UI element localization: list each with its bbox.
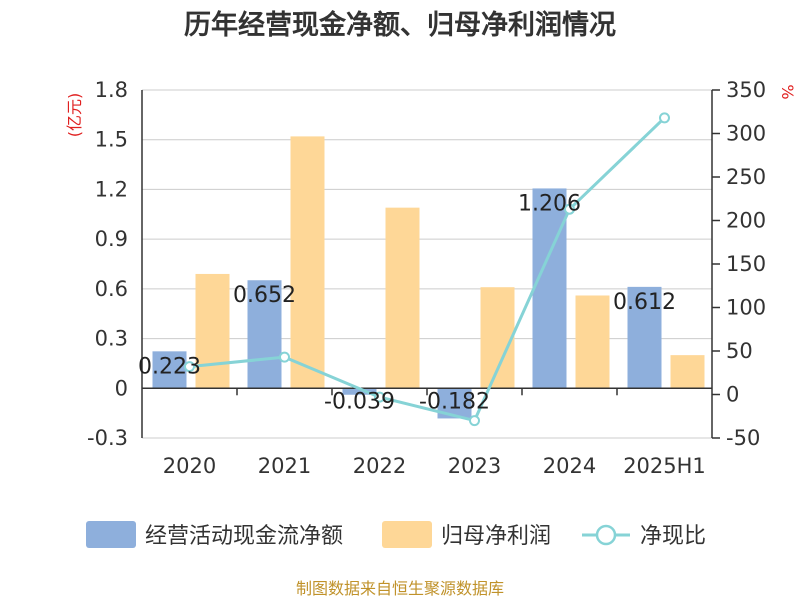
left-tick-label: 0 bbox=[115, 376, 128, 400]
bar-cashflow bbox=[627, 286, 662, 389]
ratio-line bbox=[184, 112, 670, 427]
right-tick-label: -50 bbox=[726, 426, 760, 450]
legend: 经营活动现金流净额 归母净利润 净现比 bbox=[86, 521, 706, 549]
source-note: 制图数据来自恒生聚源数据库 bbox=[296, 579, 504, 598]
bar-cashflow bbox=[532, 188, 567, 389]
left-tick-label: -0.3 bbox=[87, 426, 128, 450]
legend-label-profit: 归母净利润 bbox=[441, 524, 551, 549]
right-tick-label: 350 bbox=[726, 78, 766, 102]
ratio-point bbox=[564, 203, 575, 215]
x-tick-label: 2025H1 bbox=[623, 454, 706, 478]
left-tick-label: 1.5 bbox=[95, 128, 128, 152]
data-label-cashflow: 0.612 bbox=[613, 290, 676, 315]
bar-cashflow bbox=[342, 388, 377, 395]
x-tick-label: 2020 bbox=[163, 454, 216, 478]
right-tick-label: 150 bbox=[726, 252, 766, 276]
left-tick-label: 0.3 bbox=[95, 327, 128, 351]
ratio-point bbox=[184, 361, 195, 373]
right-axis-unit: % bbox=[778, 84, 797, 99]
right-tick-label: 100 bbox=[726, 296, 766, 320]
ratio-point bbox=[469, 415, 480, 427]
bar-cashflow bbox=[152, 351, 187, 389]
left-tick-label: 0.9 bbox=[95, 227, 128, 251]
ratio-point bbox=[659, 112, 670, 124]
data-labels: 0.223 0.652 -0.039 -0.182 1.206 0.612 bbox=[138, 191, 676, 414]
data-label-cashflow: 0.652 bbox=[233, 283, 296, 308]
left-tick-label: 0.6 bbox=[95, 277, 128, 301]
x-tick-label: 2023 bbox=[448, 454, 501, 478]
data-label-cashflow: 0.223 bbox=[138, 354, 201, 379]
bar-cashflow bbox=[247, 280, 282, 389]
left-tick-label: 1.8 bbox=[95, 78, 128, 102]
axes: 1.8 1.5 1.2 0.9 0.6 0.3 0 -0.3 350 300 250 200 150 10… bbox=[87, 78, 766, 478]
bar-profit bbox=[195, 273, 230, 389]
ratio-point bbox=[374, 391, 385, 403]
right-tick-label: 250 bbox=[726, 165, 766, 189]
data-label-cashflow: -0.039 bbox=[324, 389, 395, 414]
bar-profit bbox=[385, 207, 420, 389]
right-tick-label: 200 bbox=[726, 209, 766, 233]
legend-label-cashflow: 经营活动现金流净额 bbox=[145, 524, 343, 549]
x-tick-label: 2024 bbox=[543, 454, 596, 478]
left-tick-label: 1.2 bbox=[95, 177, 128, 201]
legend-swatch-profit bbox=[382, 521, 432, 548]
legend-marker-ratio bbox=[595, 524, 617, 546]
left-axis-unit: (亿元) bbox=[65, 93, 84, 138]
bar-profit bbox=[670, 355, 705, 389]
legend-swatch-cashflow bbox=[86, 521, 136, 548]
ratio-line-path bbox=[189, 116, 666, 423]
data-label-cashflow: 1.206 bbox=[518, 191, 581, 216]
ratio-point bbox=[279, 351, 290, 363]
data-label-cashflow: -0.182 bbox=[419, 389, 490, 414]
right-tick-label: 50 bbox=[726, 339, 753, 363]
x-tick-label: 2021 bbox=[258, 454, 311, 478]
bar-profit bbox=[575, 295, 610, 389]
bars bbox=[152, 136, 705, 419]
x-tick-label: 2022 bbox=[353, 454, 406, 478]
bar-profit bbox=[290, 136, 325, 389]
right-tick-label: 300 bbox=[726, 122, 766, 146]
chart-title: 历年经营现金净额、归母净利润情况 bbox=[184, 9, 616, 41]
legend-label-ratio: 净现比 bbox=[640, 524, 706, 549]
right-tick-label: 0 bbox=[726, 383, 739, 407]
bar-profit bbox=[480, 287, 515, 389]
